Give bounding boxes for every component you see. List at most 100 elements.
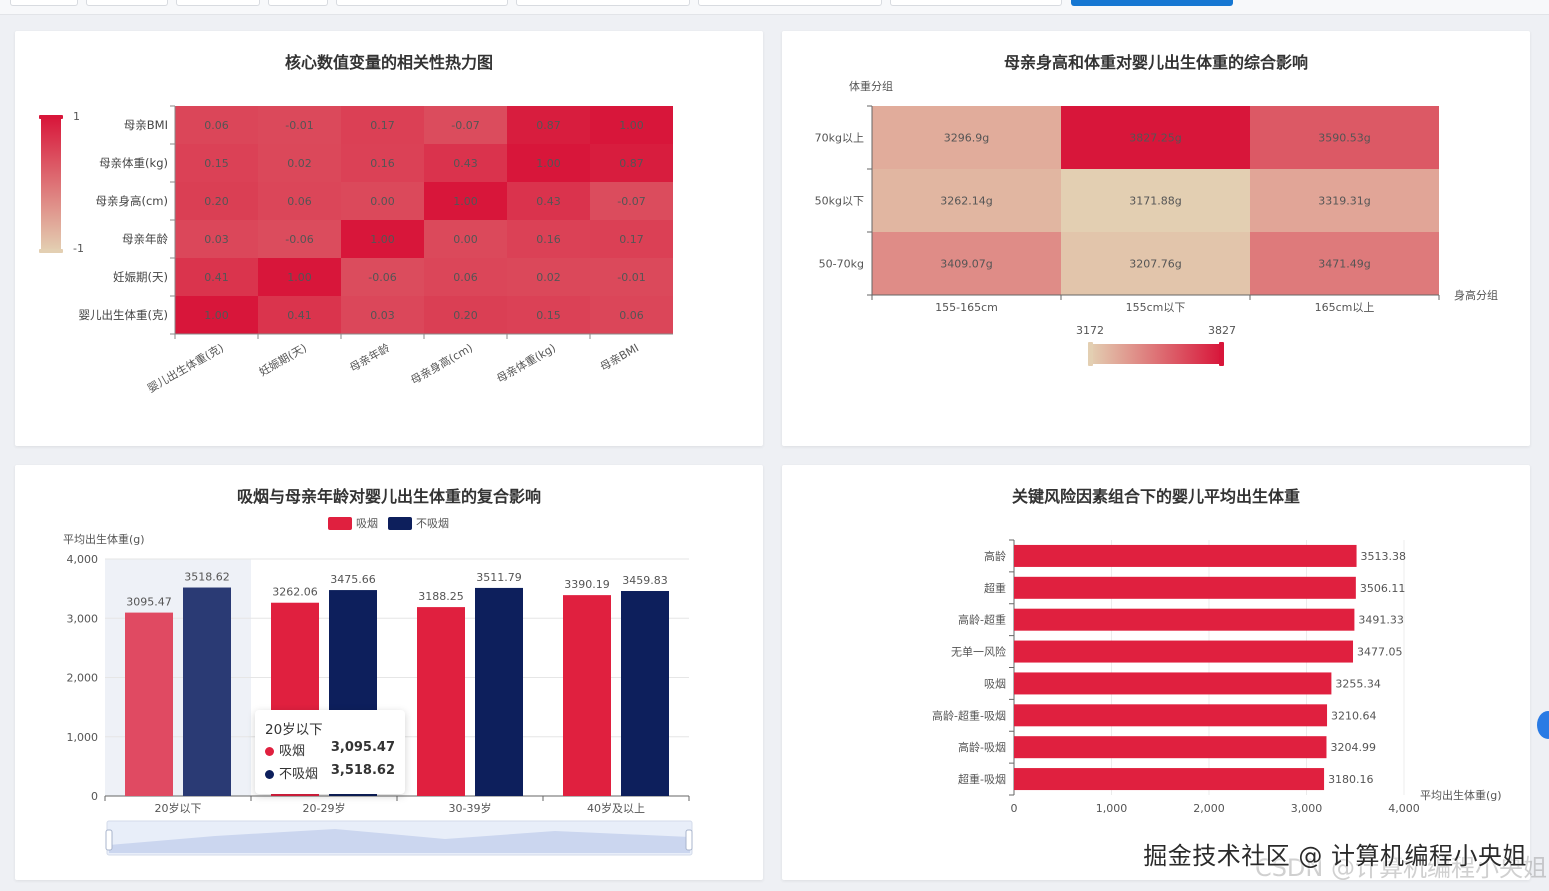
corr-cell[interactable] bbox=[507, 220, 590, 258]
corr-cell[interactable] bbox=[341, 220, 424, 258]
corr-cell[interactable] bbox=[424, 296, 507, 334]
corr-cell[interactable] bbox=[507, 144, 590, 182]
corr-cell[interactable] bbox=[590, 296, 673, 334]
risk-bar[interactable] bbox=[1014, 768, 1325, 791]
hw-cell[interactable] bbox=[872, 232, 1061, 295]
corr-visualmap-bar[interactable] bbox=[41, 117, 61, 251]
corr-cell-value: 0.17 bbox=[370, 119, 395, 132]
risk-bar[interactable] bbox=[1014, 704, 1328, 727]
tab-2[interactable] bbox=[86, 0, 168, 6]
hw-cell[interactable] bbox=[1250, 232, 1439, 295]
risk-bar[interactable] bbox=[1014, 544, 1357, 567]
corr-cell[interactable] bbox=[258, 144, 341, 182]
corr-cell[interactable] bbox=[341, 106, 424, 144]
risk-bar[interactable] bbox=[1014, 640, 1354, 663]
tab-6[interactable] bbox=[516, 0, 690, 6]
risk-category-label: 高龄-超重 bbox=[958, 613, 1006, 627]
risk-bar[interactable] bbox=[1014, 608, 1355, 631]
tab-4[interactable] bbox=[268, 0, 328, 6]
risk-x-tick-label: 2,000 bbox=[1193, 802, 1225, 815]
smoke-bar-value: 3188.25 bbox=[418, 590, 464, 603]
corr-cell[interactable] bbox=[341, 296, 424, 334]
corr-cell[interactable] bbox=[507, 106, 590, 144]
legend-smoke-label[interactable]: 吸烟 bbox=[356, 516, 378, 530]
risk-bar[interactable] bbox=[1014, 576, 1356, 599]
tooltip-name-nosmoke: 不吸烟 bbox=[279, 767, 319, 782]
corr-cell[interactable] bbox=[175, 106, 258, 144]
smoke-bar-nosmoke[interactable] bbox=[183, 587, 231, 796]
smoke-bar-smoke[interactable] bbox=[125, 612, 173, 796]
risk-category-label: 吸烟 bbox=[984, 676, 1006, 690]
corr-cell[interactable] bbox=[590, 258, 673, 296]
corr-cell[interactable] bbox=[341, 144, 424, 182]
risk-bar[interactable] bbox=[1014, 672, 1332, 695]
tab-3[interactable] bbox=[176, 0, 260, 6]
tab-active[interactable] bbox=[1071, 0, 1233, 6]
tab-1[interactable] bbox=[10, 0, 78, 6]
corr-cell-value: 1.00 bbox=[619, 119, 644, 132]
corr-cell[interactable] bbox=[590, 106, 673, 144]
corr-col-label: 母亲身高(cm) bbox=[408, 340, 475, 387]
corr-cell[interactable] bbox=[258, 220, 341, 258]
legend-smoke-swatch[interactable] bbox=[328, 517, 352, 530]
corr-cell[interactable] bbox=[507, 296, 590, 334]
hw-visualmap-bar[interactable] bbox=[1090, 344, 1222, 364]
hw-cell[interactable] bbox=[1061, 169, 1250, 232]
hw-cell[interactable] bbox=[872, 169, 1061, 232]
tab-5[interactable] bbox=[336, 0, 508, 6]
risk-category-label: 高龄-超重-吸烟 bbox=[932, 708, 1006, 722]
smoke-bar-value: 3095.47 bbox=[126, 596, 172, 609]
hw-cell[interactable] bbox=[1061, 106, 1250, 169]
corr-cell[interactable] bbox=[175, 296, 258, 334]
corr-cell[interactable] bbox=[424, 182, 507, 220]
smoke-bar-nosmoke[interactable] bbox=[621, 591, 669, 796]
bar-tooltip: 20岁以下 吸烟 3,095.47 不吸烟 3,518.62 bbox=[255, 710, 405, 794]
hw-cell[interactable] bbox=[1250, 169, 1439, 232]
hw-cell[interactable] bbox=[872, 106, 1061, 169]
tab-7[interactable] bbox=[698, 0, 882, 6]
datazoom-handle-right[interactable] bbox=[685, 829, 693, 851]
corr-cell[interactable] bbox=[590, 220, 673, 258]
risk-x-tick-label: 4,000 bbox=[1388, 802, 1420, 815]
smoke-bar-smoke[interactable] bbox=[563, 595, 611, 796]
corr-cell[interactable] bbox=[258, 296, 341, 334]
corr-cell[interactable] bbox=[341, 258, 424, 296]
tooltip-dot-nosmoke bbox=[265, 770, 274, 779]
corr-cell[interactable] bbox=[341, 182, 424, 220]
risk-x-tick-label: 1,000 bbox=[1096, 802, 1128, 815]
corr-cell[interactable] bbox=[175, 220, 258, 258]
corr-cell[interactable] bbox=[258, 258, 341, 296]
corr-cell[interactable] bbox=[258, 182, 341, 220]
hw-cell[interactable] bbox=[1250, 106, 1439, 169]
corr-cell[interactable] bbox=[175, 144, 258, 182]
corr-cell[interactable] bbox=[258, 106, 341, 144]
corr-cell[interactable] bbox=[175, 182, 258, 220]
risk-bar[interactable] bbox=[1014, 736, 1327, 759]
smoke-y-axis-name: 平均出生体重(g) bbox=[63, 532, 145, 546]
hw-visualmap-handle-min[interactable] bbox=[1088, 342, 1093, 366]
corr-cell[interactable] bbox=[590, 182, 673, 220]
legend-nosmoke-swatch[interactable] bbox=[388, 517, 412, 530]
corr-cell[interactable] bbox=[424, 258, 507, 296]
hw-visualmap-handle-max[interactable] bbox=[1219, 342, 1224, 366]
corr-cell[interactable] bbox=[424, 144, 507, 182]
corr-cell[interactable] bbox=[175, 258, 258, 296]
corr-cell[interactable] bbox=[507, 258, 590, 296]
hw-cell[interactable] bbox=[1061, 232, 1250, 295]
corr-cell[interactable] bbox=[590, 144, 673, 182]
datazoom-handle-left[interactable] bbox=[105, 829, 113, 851]
corr-cell[interactable] bbox=[507, 182, 590, 220]
corr-cell[interactable] bbox=[424, 106, 507, 144]
corr-cell[interactable] bbox=[424, 220, 507, 258]
corr-cell-value: 0.20 bbox=[204, 195, 229, 208]
corr-visualmap-handle-min[interactable] bbox=[39, 249, 63, 253]
watermark: 掘金技术社区 @ 计算机编程小央姐 bbox=[1143, 842, 1527, 870]
tab-8[interactable] bbox=[890, 0, 1062, 6]
smoke-bar-smoke[interactable] bbox=[417, 607, 465, 796]
corr-visualmap-handle-max[interactable] bbox=[39, 115, 63, 119]
legend-nosmoke[interactable]: 不吸烟 bbox=[388, 516, 449, 530]
smoke-bar-nosmoke[interactable] bbox=[475, 587, 523, 796]
floating-action-button[interactable] bbox=[1537, 711, 1549, 739]
legend-nosmoke-label[interactable]: 不吸烟 bbox=[416, 516, 449, 530]
legend-smoke[interactable]: 吸烟 bbox=[328, 516, 378, 530]
